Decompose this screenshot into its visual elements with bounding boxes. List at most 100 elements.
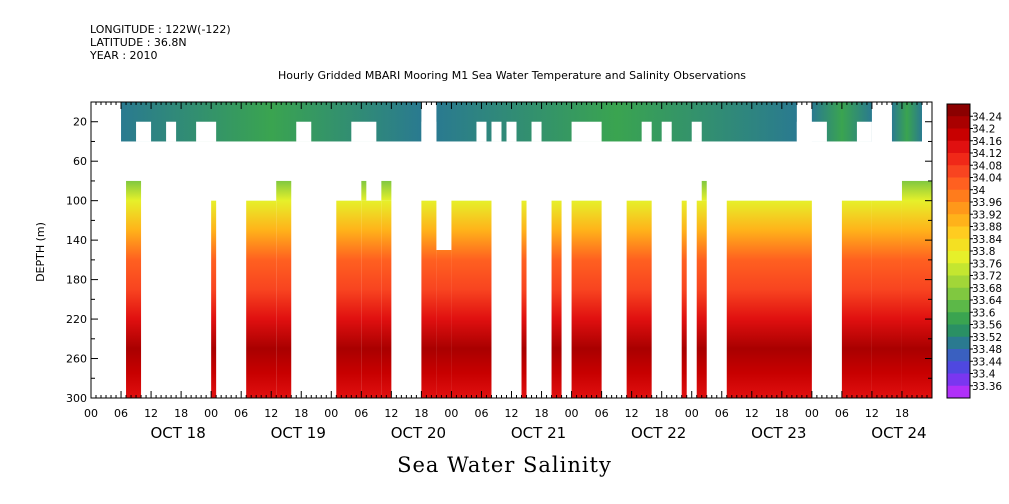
x-tick-label: 18	[294, 407, 308, 420]
x-tick-label: 18	[414, 407, 428, 420]
surface-cell	[891, 102, 922, 142]
colorbar-label: 33.6	[972, 307, 996, 319]
deep-cell	[211, 200, 217, 398]
x-tick-label: 12	[264, 407, 278, 420]
deep-cell	[361, 180, 367, 201]
colorbar-swatch	[947, 226, 970, 240]
deep-cell	[521, 200, 527, 398]
colorbar-label: 33.36	[972, 381, 1002, 393]
y-tick-label: 140	[66, 234, 87, 247]
colorbar-swatch	[947, 300, 970, 313]
x-tick-label: 00	[324, 407, 338, 420]
deep-cell	[571, 200, 602, 398]
x-tick-label: 00	[805, 407, 819, 420]
x-day-label: OCT 21	[511, 424, 566, 442]
missing-cell	[296, 121, 312, 142]
colorbar-label: 33.52	[972, 332, 1002, 344]
x-tick-label: 06	[715, 407, 729, 420]
x-tick-label: 06	[835, 407, 849, 420]
x-day-label: OCT 22	[631, 424, 686, 442]
deep-cell	[451, 200, 492, 398]
deep-cell	[841, 200, 872, 398]
x-day-label: OCT 23	[751, 424, 806, 442]
colorbar-swatch	[947, 140, 970, 154]
x-tick-label: 12	[625, 407, 639, 420]
deep-cell	[336, 200, 362, 398]
deep-cell	[381, 200, 392, 398]
x-tick-label: 18	[174, 407, 188, 420]
missing-cell	[421, 121, 437, 142]
deep-cell	[901, 180, 932, 398]
y-tick-label: 20	[73, 116, 87, 129]
y-tick-label: 180	[66, 274, 87, 287]
longitude-label: LONGITUDE : 122W(-122)	[90, 23, 231, 36]
y-tick-label: 60	[73, 155, 87, 168]
x-tick-label: 06	[114, 407, 128, 420]
x-tick-label: 12	[745, 407, 759, 420]
x-tick-label: 06	[474, 407, 488, 420]
colorbar-swatch	[947, 214, 970, 227]
deep-cell	[696, 200, 707, 398]
missing-cell	[136, 121, 152, 142]
axes: 20 60 100 140 180 220 260 300 00 06 12 18 00 06 12 18 00…	[66, 101, 933, 442]
colorbar-label: 34.16	[972, 136, 1002, 148]
colorbar-label: 34.12	[972, 148, 1002, 160]
colorbar-swatch	[947, 165, 970, 178]
deep-cell	[551, 200, 562, 398]
colorbar-swatch	[947, 324, 970, 338]
colorbar-label: 33.72	[972, 271, 1002, 283]
x-tick-label: 00	[565, 407, 579, 420]
deep-cell	[871, 200, 902, 398]
deep-cell	[436, 250, 452, 398]
x-tick-label: 12	[505, 407, 519, 420]
x-tick-label: 18	[655, 407, 669, 420]
figure-caption: Sea Water Salinity	[397, 453, 612, 477]
colorbar-swatch	[947, 238, 970, 252]
latitude-label: LATITUDE : 36.8N	[90, 36, 187, 49]
x-tick-label: 06	[595, 407, 609, 420]
colorbar-swatch	[947, 153, 970, 166]
x-day-label: OCT 19	[271, 424, 326, 442]
colorbar-label: 34	[972, 185, 986, 197]
x-tick-label: 06	[354, 407, 368, 420]
colorbar-label: 33.4	[972, 369, 996, 381]
colorbar-swatch	[947, 116, 970, 129]
colorbar-swatch	[947, 177, 970, 191]
x-tick-label: 18	[895, 407, 909, 420]
missing-cell	[661, 121, 672, 142]
x-day-label: OCT 18	[150, 424, 205, 442]
colorbar-label: 33.84	[972, 234, 1002, 246]
colorbar-swatch	[947, 361, 970, 374]
colorbar-label: 33.76	[972, 258, 1002, 270]
x-tick-label: 00	[204, 407, 218, 420]
colorbar-label: 34.04	[972, 173, 1002, 185]
colorbar: 34.2434.234.1634.1234.0834.043433.9633.9…	[946, 103, 1002, 399]
colorbar-swatch	[947, 336, 970, 350]
missing-cell	[506, 121, 517, 142]
colorbar-label: 34.08	[972, 160, 1002, 172]
deep-cell	[701, 180, 707, 201]
colorbar-swatch	[947, 349, 970, 362]
missing-cell	[796, 121, 827, 142]
missing-cell	[531, 121, 542, 142]
colorbar-label: 33.64	[972, 295, 1002, 307]
surface-cell	[436, 102, 797, 142]
colorbar-label: 33.48	[972, 344, 1002, 356]
colorbar-label: 33.92	[972, 209, 1002, 221]
colorbar-swatch	[947, 202, 970, 215]
deep-cell	[246, 200, 277, 398]
deep-cell	[726, 200, 812, 398]
colorbar-label: 33.96	[972, 197, 1002, 209]
missing-cell	[571, 121, 602, 142]
x-tick-label: 12	[144, 407, 158, 420]
missing-cell	[491, 121, 502, 142]
x-day-label: OCT 20	[391, 424, 446, 442]
colorbar-swatch	[947, 287, 970, 301]
colorbar-swatch	[947, 128, 970, 142]
missing-cell	[196, 121, 217, 142]
missing-cell	[351, 121, 377, 142]
colorbar-label: 33.44	[972, 356, 1002, 368]
y-axis-label: DEPTH (m)	[34, 222, 47, 282]
colorbar-swatch	[947, 251, 970, 264]
